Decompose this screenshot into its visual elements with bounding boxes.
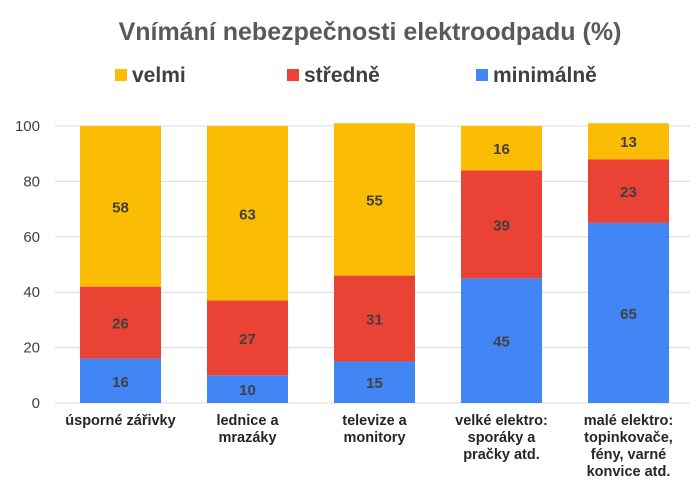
bar-segment-minimálně [334,361,415,403]
data-labels: 16 26 58 10 27 63 15 31 55 45 39 16 65 23 13 [112,134,637,399]
data-label: 16 [112,374,129,391]
y-tick-label: 20 [23,340,40,357]
legend-swatch-0 [115,69,127,81]
bar-segment-středně [461,170,542,279]
data-label: 45 [493,334,510,351]
data-label: 23 [620,184,637,201]
category-label: velké elektro: [455,413,548,429]
legend-swatch-1 [287,69,299,81]
data-label: 10 [239,382,256,399]
bar-segment-středně [334,275,415,362]
category-label: mrazáky [218,430,276,446]
data-label: 63 [239,206,256,223]
y-tick-label: 40 [23,284,40,301]
legend: velmi středně minimálně [115,64,597,87]
category-label: úsporné zářivky [65,413,175,429]
data-label: 27 [239,331,256,348]
bar-segment-velmi [334,123,415,276]
y-tick-label: 0 [32,395,40,412]
bar-segment-středně [207,300,288,376]
bar-segment-minimálně [588,222,669,403]
legend-label-1: středně [304,64,380,87]
legend-label-0: velmi [132,64,186,87]
y-tick-label: 80 [23,173,40,190]
data-label: 39 [493,217,510,234]
category-label: lednice a [216,413,279,429]
bar-segment-středně [588,159,669,223]
bars [80,123,669,403]
category-label: televize a [342,413,407,429]
category-label: topinkovače, [584,430,673,446]
bar-segment-minimálně [80,358,161,403]
bar-segment-středně [80,286,161,359]
data-label: 65 [620,306,637,323]
bar-segment-velmi [588,123,669,160]
legend-label-2: minimálně [493,64,597,87]
category-label: monitory [343,430,405,446]
y-tick-label: 100 [15,118,40,135]
bar-segment-minimálně [207,375,288,403]
data-label: 58 [112,199,129,216]
y-tick-label: 60 [23,229,40,246]
chart-title: Vnímání nebezpečnosti elektroodpadu (%) [119,18,622,46]
data-label: 31 [366,312,383,329]
category-label: pračky atd. [463,447,540,463]
data-label: 16 [493,141,510,158]
category-label: malé elektro: [584,413,673,429]
bar-segment-minimálně [461,278,542,403]
legend-swatch-2 [476,69,488,81]
data-label: 15 [366,375,383,392]
data-label: 13 [620,134,637,151]
bar-segment-velmi [80,126,161,287]
category-label: konvice atd. [587,464,671,480]
category-label: fény, varné [591,447,667,463]
data-label: 26 [112,316,129,333]
bar-segment-velmi [207,126,288,301]
bar-segment-velmi [461,126,542,171]
data-label: 55 [366,192,383,209]
category-label: sporáky a [468,430,537,446]
